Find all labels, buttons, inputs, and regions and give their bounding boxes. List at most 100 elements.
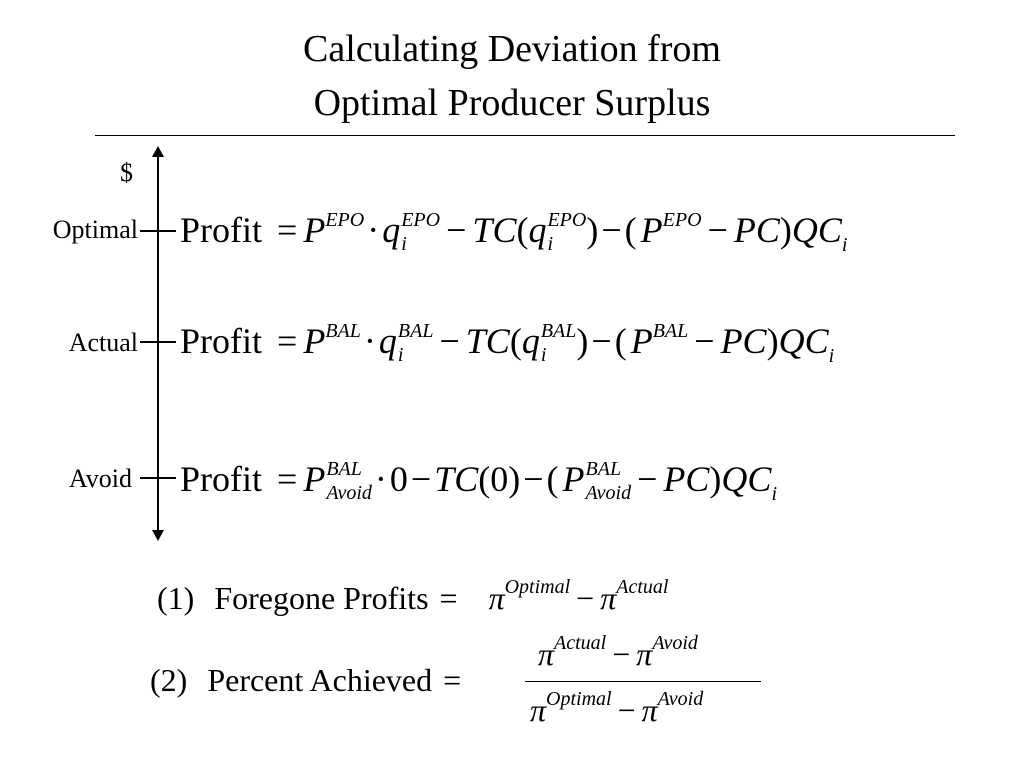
formula-2-number: (2) bbox=[150, 662, 188, 698]
eq-p-sub: Avoid bbox=[326, 482, 372, 504]
eq-q2-sup: BAL bbox=[540, 320, 577, 342]
num-sup-actual: Actual bbox=[554, 632, 607, 654]
eq-qc-sub: i bbox=[841, 234, 848, 256]
eq-dot: · bbox=[374, 459, 387, 499]
eq-tc: TC bbox=[465, 321, 510, 361]
eq-minus2: − bbox=[523, 459, 544, 499]
eq-p2-sup: BAL bbox=[585, 458, 622, 480]
eq-lparen2: ( bbox=[546, 459, 559, 499]
eq-qc: QC bbox=[778, 321, 829, 361]
eq-q2-sub: i bbox=[547, 233, 554, 255]
eq-q-sup: BAL bbox=[397, 320, 434, 342]
eq-rparen2: ) bbox=[766, 321, 779, 361]
eq-minus: − bbox=[446, 210, 467, 250]
num-minus: − bbox=[612, 636, 631, 672]
equation-avoid: Profit = P BAL Avoid ·0−TC(0)−(P BAL Avoid − PC)… bbox=[180, 459, 777, 504]
tick-actual bbox=[140, 341, 176, 343]
eq-sup-epo: EPO bbox=[325, 209, 365, 231]
eq-profit-word: Profit bbox=[180, 321, 263, 361]
eq-lparen: ( bbox=[509, 321, 522, 361]
slide-title-line-1: Calculating Deviation from bbox=[303, 28, 721, 70]
eq-pc: PC bbox=[663, 459, 710, 499]
eq-p2-sub: Avoid bbox=[585, 482, 632, 504]
axis-dollar-label: $ bbox=[120, 158, 133, 187]
eq-equals: = bbox=[277, 459, 298, 499]
eq-rparen2: ) bbox=[709, 459, 722, 499]
slide-title-line-2: Optimal Producer Surplus bbox=[313, 82, 711, 124]
eq-minus: − bbox=[439, 321, 460, 361]
eq-pc: PC bbox=[720, 321, 767, 361]
axis-label-actual: Actual bbox=[68, 328, 138, 357]
eq-rparen: ) bbox=[576, 321, 589, 361]
title-divider bbox=[95, 135, 955, 136]
eq-q: q bbox=[378, 321, 397, 361]
eq-q2-sub: i bbox=[540, 344, 547, 366]
eq-dot: · bbox=[367, 210, 380, 250]
formula-1-pi-actual: π bbox=[600, 580, 617, 616]
formula-1-sup-actual: Actual bbox=[616, 576, 669, 598]
eq-q2: q bbox=[521, 321, 540, 361]
eq-p: P bbox=[303, 459, 326, 499]
eq-q-sub: i bbox=[401, 233, 407, 255]
eq-p2: P bbox=[630, 321, 653, 361]
eq-q-sub: i bbox=[397, 344, 404, 366]
formula-1-pi-optimal: π bbox=[488, 580, 505, 616]
equation-actual: Profit = PBAL·q BAL i − TC(q BAL i)−(PBAL − PC)QC… bbox=[180, 321, 834, 366]
eq-p-scripts: BAL Avoid bbox=[326, 459, 372, 503]
eq-q-sup: EPO bbox=[401, 209, 441, 231]
eq-zero: 0 bbox=[389, 459, 408, 499]
axis-label-avoid: Avoid bbox=[68, 464, 132, 493]
eq-q2-scripts: EPO i bbox=[547, 210, 586, 254]
den-sup-avoid: Avoid bbox=[657, 688, 704, 710]
num-pi-actual: π bbox=[538, 636, 555, 672]
den-pi-avoid: π bbox=[641, 692, 658, 728]
den-pi-optimal: π bbox=[530, 692, 547, 728]
eq-p2-sup: EPO bbox=[662, 209, 702, 231]
eq-profit-word: Profit bbox=[180, 210, 263, 250]
eq-rparen2: ) bbox=[779, 210, 792, 250]
eq-minus2: − bbox=[591, 321, 612, 361]
formula-2-equals: = bbox=[443, 662, 462, 698]
eq-sup-bal: BAL bbox=[325, 320, 361, 342]
eq-p: P bbox=[303, 210, 326, 250]
eq-pc: PC bbox=[733, 210, 780, 250]
formula-foregone-profits: (1) Foregone Profits = πOptimal − πActual bbox=[157, 576, 668, 617]
eq-p2-sup: BAL bbox=[652, 320, 689, 342]
fraction-numerator: πActual − πAvoid bbox=[538, 632, 698, 673]
formula-2-label: Percent Achieved bbox=[207, 662, 433, 698]
num-pi-avoid: π bbox=[636, 636, 653, 672]
den-sup-optimal: Optimal bbox=[546, 688, 612, 710]
eq-rparen: ) bbox=[586, 210, 599, 250]
formula-1-label: Foregone Profits bbox=[214, 580, 429, 616]
axis-label-optimal: Optimal bbox=[52, 215, 138, 244]
axis-arrow-up-icon bbox=[152, 146, 164, 157]
eq-qc-sub: i bbox=[828, 345, 835, 367]
num-sup-avoid: Avoid bbox=[652, 632, 698, 654]
tick-optimal bbox=[140, 230, 176, 232]
eq-minus3: − bbox=[707, 210, 728, 250]
eq-dot: · bbox=[363, 321, 376, 361]
eq-q2: q bbox=[528, 210, 547, 250]
eq-lparen: ( bbox=[516, 210, 529, 250]
eq-lparen2: ( bbox=[614, 321, 627, 361]
eq-equals: = bbox=[277, 321, 298, 361]
eq-p: P bbox=[303, 321, 326, 361]
axis-arrow-down-icon bbox=[152, 530, 164, 541]
eq-q-scripts: EPO i bbox=[401, 210, 440, 254]
eq-lparen2: ( bbox=[624, 210, 637, 250]
eq-q-scripts: BAL i bbox=[398, 321, 434, 365]
eq-rparen: ) bbox=[508, 459, 521, 499]
eq-equals: = bbox=[277, 210, 298, 250]
eq-minus: − bbox=[410, 459, 432, 499]
eq-q2-scripts: BAL i bbox=[541, 321, 577, 365]
formula-1-equals: = bbox=[439, 580, 458, 616]
eq-minus2: − bbox=[601, 210, 622, 250]
eq-qc: QC bbox=[721, 459, 772, 499]
eq-q2-sup: EPO bbox=[547, 209, 587, 231]
eq-p2-scripts: BAL Avoid bbox=[586, 459, 632, 503]
eq-profit-word: Profit bbox=[180, 459, 263, 499]
eq-p2: P bbox=[640, 210, 663, 250]
fraction-bar bbox=[525, 681, 761, 682]
eq-minus3: − bbox=[637, 459, 658, 499]
eq-qc-sub: i bbox=[771, 483, 777, 505]
